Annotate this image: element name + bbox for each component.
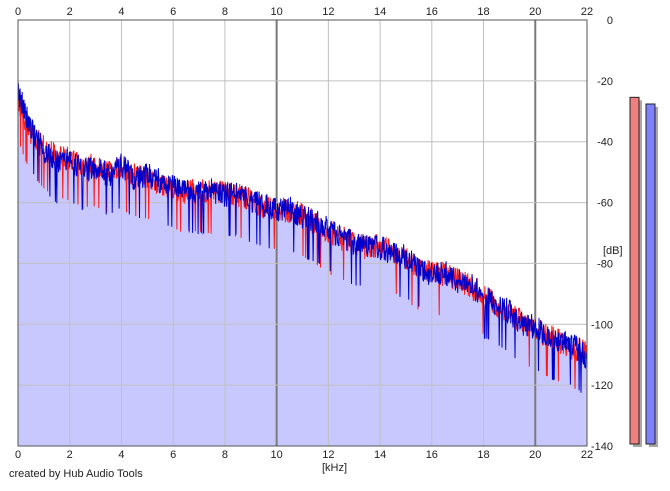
x-tick-label-top: 20: [529, 6, 541, 18]
x-tick-label-top: 14: [374, 6, 386, 18]
y-tick-label: 0: [607, 15, 613, 27]
spectrum-fill-layer: [18, 93, 587, 446]
x-tick-label-bottom: 22: [581, 449, 593, 461]
x-tick-label-bottom: 10: [271, 449, 283, 461]
plot-frame: [17, 19, 588, 447]
x-tick-label-top: 4: [118, 6, 124, 18]
x-tick-label-top: 22: [581, 6, 593, 18]
x-tick-label-top: 8: [222, 6, 228, 18]
x-tick-label-top: 10: [271, 6, 283, 18]
series-layer: [17, 82, 587, 393]
tick-label-layer: 002244668810101212141416161818202022220-…: [15, 6, 613, 461]
x-tick-label-top: 12: [322, 6, 334, 18]
x-tick-label-bottom: 20: [529, 449, 541, 461]
x-tick-label-top: 6: [170, 6, 176, 18]
y-tick-label: -100: [591, 319, 613, 331]
series-line-2: [17, 82, 587, 393]
x-tick-label-bottom: 16: [426, 449, 438, 461]
level-meter-bar: [629, 96, 640, 445]
y-tick-label: -140: [591, 441, 613, 453]
x-axis-label: [kHz]: [322, 462, 347, 474]
x-tick-label-top: 16: [426, 6, 438, 18]
y-tick-label: -80: [597, 258, 613, 270]
grid-layer: [17, 19, 588, 447]
x-tick-label-top: 18: [477, 6, 489, 18]
spectrum-fill-area: [18, 93, 587, 446]
y-tick-label: -120: [591, 380, 613, 392]
credit-text: created by Hub Audio Tools: [9, 468, 143, 480]
level-meters: [629, 96, 658, 447]
x-tick-label-bottom: 4: [118, 449, 124, 461]
x-tick-label-top: 2: [67, 6, 73, 18]
y-tick-label: -60: [597, 198, 613, 210]
x-tick-label-bottom: 12: [322, 449, 334, 461]
y-axis-label: [dB]: [603, 245, 623, 257]
x-tick-label-bottom: 8: [222, 449, 228, 461]
level-meter-bar: [645, 103, 656, 445]
x-tick-label-bottom: 14: [374, 449, 386, 461]
x-tick-label-bottom: 0: [15, 449, 21, 461]
y-tick-label: -40: [597, 137, 613, 149]
x-tick-label-bottom: 18: [477, 449, 489, 461]
x-tick-label-bottom: 2: [67, 449, 73, 461]
x-tick-label-bottom: 6: [170, 449, 176, 461]
y-tick-label: -20: [597, 76, 613, 88]
x-tick-label-top: 0: [15, 6, 21, 18]
